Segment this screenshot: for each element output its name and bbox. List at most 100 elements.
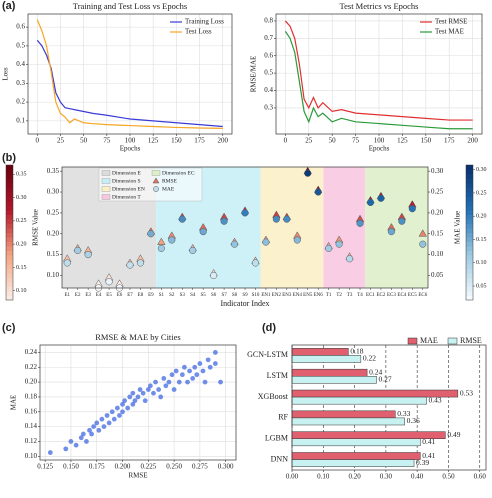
- x-tick-label: EC4: [397, 293, 406, 298]
- mae-marker: [178, 215, 186, 223]
- mae-marker: [105, 278, 113, 286]
- city-point: [94, 420, 100, 426]
- mae-marker: [304, 169, 312, 177]
- colorbar-segment: [6, 232, 13, 238]
- panel-label: (c): [2, 322, 16, 334]
- x-tick-label: 125: [397, 137, 408, 145]
- mae-marker: [366, 198, 375, 207]
- colorbar-segment: [466, 232, 473, 238]
- colorbar-segment: [466, 178, 473, 184]
- colorbar-segment: [466, 196, 473, 202]
- bar: [291, 452, 421, 460]
- mae-marker: [272, 215, 280, 223]
- city-point: [185, 379, 190, 385]
- city-point: [218, 379, 223, 385]
- x-axis-label: Indicator Index: [220, 299, 269, 308]
- colorbar-segment: [466, 282, 473, 287]
- city-point: [205, 357, 211, 363]
- x-tick-label: EC3: [387, 293, 396, 298]
- line-series: [284, 31, 473, 130]
- colorbar-segment: [466, 295, 473, 301]
- colorbar-segment: [6, 196, 13, 202]
- x-tick-label: T3: [347, 293, 353, 298]
- colorbar-segment: [6, 210, 13, 215]
- x-tick-label: EC6: [418, 293, 427, 298]
- x-tick-label: T4: [357, 293, 363, 298]
- x-tick-label: 75: [103, 137, 111, 145]
- x-tick-label: T2: [336, 293, 342, 298]
- colorbar-segment: [466, 214, 473, 220]
- mae-marker: [398, 217, 406, 225]
- colorbar-segment: [6, 250, 13, 256]
- city-point: [73, 442, 79, 448]
- bar-value-label: 0.22: [363, 354, 376, 363]
- city-point: [80, 431, 86, 437]
- plot-frame: [275, 13, 483, 135]
- y-tick-label: 0.4: [16, 60, 25, 68]
- chart-title: RMSE & MAE by Cities: [95, 332, 180, 342]
- legend-swatch: [153, 186, 159, 192]
- colorbar-segment: [466, 268, 473, 274]
- y-tick-label: RF: [278, 413, 288, 422]
- bar: [291, 417, 405, 426]
- city-point: [147, 383, 153, 389]
- x-tick-label: S9: [242, 293, 248, 298]
- colorbar-segment: [466, 286, 473, 292]
- y-tick-label: 0.3: [264, 104, 273, 112]
- chart-title: Test Metrics vs Epochs: [340, 1, 419, 11]
- city-point: [106, 420, 112, 426]
- colorbar-tick-label: 0.25: [476, 190, 487, 196]
- x-tick-label: 200: [467, 137, 478, 145]
- x-tick-label: 0.00: [286, 473, 299, 481]
- colorbar-segment: [466, 205, 473, 211]
- x-tick-label: S3: [180, 293, 186, 298]
- legend-swatch: [101, 186, 111, 192]
- line-series: [36, 19, 223, 129]
- x-tick-label: 175: [194, 137, 205, 145]
- y-axis-label: RMSE/MAE: [250, 56, 258, 93]
- x-tick-label: E2: [75, 293, 81, 298]
- colorbar-segment: [466, 187, 473, 193]
- bar-value-label: 0.24: [369, 367, 382, 376]
- city-point: [91, 424, 97, 430]
- x-tick-label: 100: [374, 137, 385, 145]
- bar: [291, 355, 362, 363]
- colorbar-segment: [6, 201, 13, 206]
- city-point: [151, 390, 156, 396]
- x-tick-label: 0.250: [166, 463, 182, 471]
- legend-label: Test Loss: [185, 28, 212, 36]
- panel-label: (d): [262, 322, 276, 334]
- plot-frame: [39, 344, 237, 461]
- city-point: [182, 364, 187, 370]
- city-point: [187, 368, 192, 374]
- city-point: [173, 368, 179, 374]
- y-tick-label: 0.7: [264, 34, 273, 42]
- colorbar-segment: [466, 277, 473, 283]
- y-tick-label: 0.14: [25, 422, 38, 430]
- line-series: [284, 20, 473, 121]
- x-tick-label: EN1: [261, 293, 271, 298]
- x-tick-label: E7: [127, 293, 133, 298]
- x-tick-label: E6: [117, 293, 123, 298]
- x-tick-label: E4: [96, 293, 102, 298]
- city-point: [78, 435, 84, 441]
- x-tick-label: 0.175: [89, 463, 105, 471]
- legend-label: Training Loss: [185, 18, 224, 26]
- city-point: [104, 413, 110, 418]
- colorbar-tick-label: 0.10: [16, 288, 27, 294]
- mae-marker: [147, 230, 155, 238]
- x-tick-label: T1: [326, 293, 332, 298]
- x-tick-label: 25: [57, 137, 65, 145]
- city-point: [207, 364, 213, 370]
- bar-value-label: 0.41: [422, 437, 435, 446]
- colorbar-segment: [466, 210, 473, 215]
- y2-axis-label: MAE Value: [454, 211, 462, 244]
- colorbar-segment: [6, 286, 13, 292]
- dimension-band: [323, 167, 366, 288]
- mae-marker: [230, 240, 239, 248]
- x-tick-label: 0.200: [115, 463, 131, 471]
- y-tick-label: 0.2: [16, 98, 25, 106]
- x-tick-label: 0.225: [140, 463, 156, 471]
- y-tick-label: 0.18: [25, 393, 38, 401]
- y-tick-label: 0.35: [47, 167, 60, 175]
